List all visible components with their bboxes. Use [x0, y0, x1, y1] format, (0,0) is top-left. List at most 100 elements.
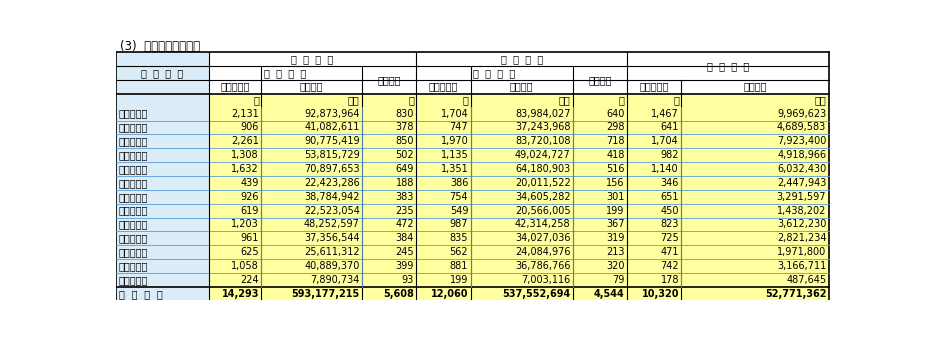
Text: 188: 188 — [396, 178, 414, 188]
Text: 982: 982 — [660, 150, 679, 160]
Text: 相続人の数: 相続人の数 — [639, 82, 669, 92]
Text: 24,084,976: 24,084,976 — [515, 247, 571, 257]
Bar — [116, 52, 209, 302]
Text: 619: 619 — [240, 206, 259, 216]
Text: 2,821,234: 2,821,234 — [777, 233, 826, 243]
Text: 235: 235 — [395, 206, 414, 216]
Text: 48,252,597: 48,252,597 — [304, 219, 360, 229]
Text: 90,775,419: 90,775,419 — [304, 136, 360, 146]
Text: 1,438,202: 1,438,202 — [777, 206, 826, 216]
Text: 649: 649 — [396, 164, 414, 174]
Text: 319: 319 — [607, 233, 624, 243]
Text: 92,873,964: 92,873,964 — [304, 109, 360, 119]
Text: 418: 418 — [607, 150, 624, 160]
Text: 3,612,230: 3,612,230 — [777, 219, 826, 229]
Text: 相続人の数: 相続人の数 — [220, 82, 250, 92]
Text: 課  税  価  格: 課 税 価 格 — [265, 68, 306, 78]
Text: 7,923,400: 7,923,400 — [777, 136, 826, 146]
Text: 下　　　田: 下 田 — [118, 275, 148, 285]
Text: 562: 562 — [450, 247, 468, 257]
Text: 1,970: 1,970 — [440, 136, 468, 146]
Text: 浜　松　東: 浜 松 東 — [118, 150, 148, 160]
Text: 399: 399 — [396, 261, 414, 271]
Text: 20,011,522: 20,011,522 — [515, 178, 571, 188]
Text: 1,632: 1,632 — [231, 164, 259, 174]
Text: 人: 人 — [253, 95, 259, 105]
Text: 83,720,108: 83,720,108 — [515, 136, 571, 146]
Text: 千円: 千円 — [348, 95, 360, 105]
Text: 課  税  状  況: 課 税 状 況 — [500, 54, 543, 64]
Text: 320: 320 — [606, 261, 624, 271]
Text: 被相続人: 被相続人 — [588, 75, 611, 85]
Text: 178: 178 — [660, 275, 679, 285]
Text: 906: 906 — [240, 122, 259, 132]
Text: 7,890,734: 7,890,734 — [311, 275, 360, 285]
Text: 清　　　水: 清 水 — [118, 122, 148, 132]
Text: 納  付  税  額: 納 付 税 額 — [707, 61, 749, 71]
Text: 79: 79 — [612, 275, 624, 285]
Text: 人: 人 — [462, 95, 468, 105]
Text: 4,544: 4,544 — [594, 289, 624, 299]
Text: 千円: 千円 — [815, 95, 826, 105]
Text: 14,293: 14,293 — [221, 289, 259, 299]
Text: 346: 346 — [660, 178, 679, 188]
Text: 199: 199 — [607, 206, 624, 216]
Text: 742: 742 — [660, 261, 679, 271]
Text: 593,177,215: 593,177,215 — [291, 289, 360, 299]
Text: 5,608: 5,608 — [383, 289, 414, 299]
Text: 熱　　　海: 熱 海 — [118, 178, 148, 188]
Text: 298: 298 — [606, 122, 624, 132]
Text: 浜　松　西: 浜 松 西 — [118, 136, 148, 146]
Text: 156: 156 — [606, 178, 624, 188]
Text: 1,704: 1,704 — [651, 136, 679, 146]
Text: 金　　額: 金 額 — [300, 82, 324, 92]
Text: 6,032,430: 6,032,430 — [777, 164, 826, 174]
Text: 378: 378 — [396, 122, 414, 132]
Text: 93: 93 — [401, 275, 414, 285]
Bar — [209, 52, 829, 94]
Text: 富　　　士: 富 士 — [118, 219, 148, 229]
Text: 881: 881 — [450, 261, 468, 271]
Text: 2,447,943: 2,447,943 — [777, 178, 826, 188]
Text: 1,135: 1,135 — [440, 150, 468, 160]
Text: 22,423,286: 22,423,286 — [304, 178, 360, 188]
Text: 4,689,583: 4,689,583 — [777, 122, 826, 132]
Text: 10,320: 10,320 — [642, 289, 679, 299]
Text: 213: 213 — [606, 247, 624, 257]
Text: 537,552,694: 537,552,694 — [502, 289, 571, 299]
Text: 64,180,903: 64,180,903 — [515, 164, 571, 174]
Text: 450: 450 — [660, 206, 679, 216]
Text: 747: 747 — [450, 122, 468, 132]
Text: 245: 245 — [395, 247, 414, 257]
Text: 三　　　島: 三 島 — [118, 192, 148, 202]
Text: 41,082,611: 41,082,611 — [304, 122, 360, 132]
Text: 37,243,968: 37,243,968 — [515, 122, 571, 132]
Text: 1,351: 1,351 — [440, 164, 468, 174]
Text: 502: 502 — [395, 150, 414, 160]
Text: 641: 641 — [660, 122, 679, 132]
Text: 20,566,005: 20,566,005 — [515, 206, 571, 216]
Text: 1,140: 1,140 — [651, 164, 679, 174]
Text: 34,027,036: 34,027,036 — [515, 233, 571, 243]
Text: 千円: 千円 — [559, 95, 571, 105]
Text: 9,969,623: 9,969,623 — [777, 109, 826, 119]
Text: 金　　額: 金 額 — [744, 82, 767, 92]
Text: 12,060: 12,060 — [431, 289, 468, 299]
Text: 人: 人 — [619, 95, 624, 105]
Text: 4,918,966: 4,918,966 — [777, 150, 826, 160]
Text: 823: 823 — [660, 219, 679, 229]
Text: 1,203: 1,203 — [231, 219, 259, 229]
Text: 383: 383 — [396, 192, 414, 202]
Text: 471: 471 — [660, 247, 679, 257]
Text: 2,261: 2,261 — [231, 136, 259, 146]
Text: 22,523,054: 22,523,054 — [304, 206, 360, 216]
Text: 人: 人 — [408, 95, 414, 105]
Text: 718: 718 — [606, 136, 624, 146]
Text: 725: 725 — [660, 233, 679, 243]
Text: 835: 835 — [450, 233, 468, 243]
Text: 386: 386 — [450, 178, 468, 188]
Text: 38,784,942: 38,784,942 — [304, 192, 360, 202]
Text: 1,467: 1,467 — [651, 109, 679, 119]
Text: 被相続人: 被相続人 — [377, 75, 401, 85]
Text: 37,356,544: 37,356,544 — [304, 233, 360, 243]
